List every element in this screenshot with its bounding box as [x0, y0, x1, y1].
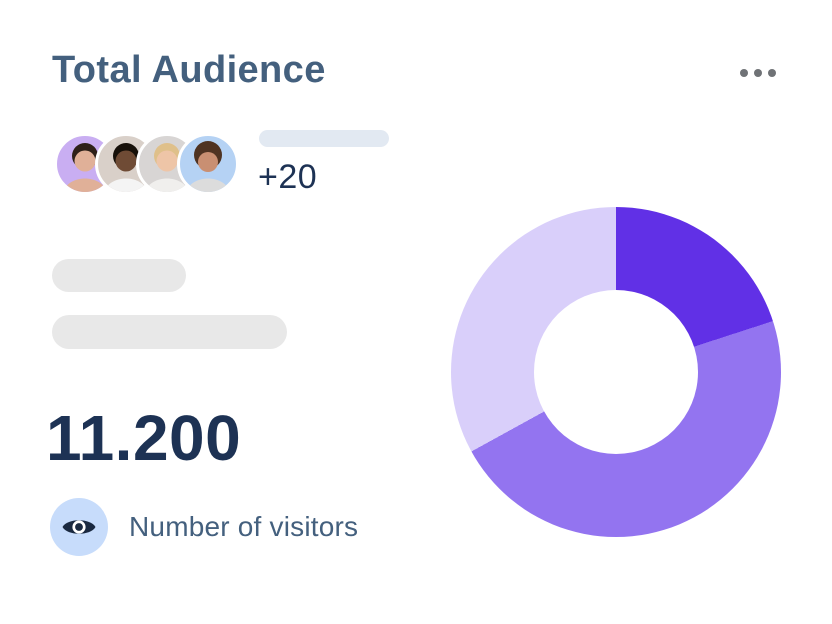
- ellipsis-icon: [768, 69, 776, 77]
- eye-badge: [50, 498, 108, 556]
- skeleton-line-short: [52, 259, 186, 292]
- visitors-count: 11.200: [46, 402, 242, 474]
- metric-row: Number of visitors: [50, 498, 358, 556]
- more-options-button[interactable]: [733, 62, 783, 84]
- placeholder-pill: [259, 130, 389, 147]
- avatar-group[interactable]: [54, 133, 239, 197]
- extra-avatars-count: +20: [258, 158, 318, 196]
- eye-icon: [62, 520, 96, 534]
- page-title: Total Audience: [52, 49, 326, 91]
- ellipsis-icon: [740, 69, 748, 77]
- skeleton-line-long: [52, 315, 287, 349]
- donut-chart: [451, 207, 781, 537]
- donut-hole: [534, 290, 698, 454]
- ellipsis-icon: [754, 69, 762, 77]
- visitors-label: Number of visitors: [129, 511, 359, 542]
- avatar[interactable]: [177, 133, 239, 195]
